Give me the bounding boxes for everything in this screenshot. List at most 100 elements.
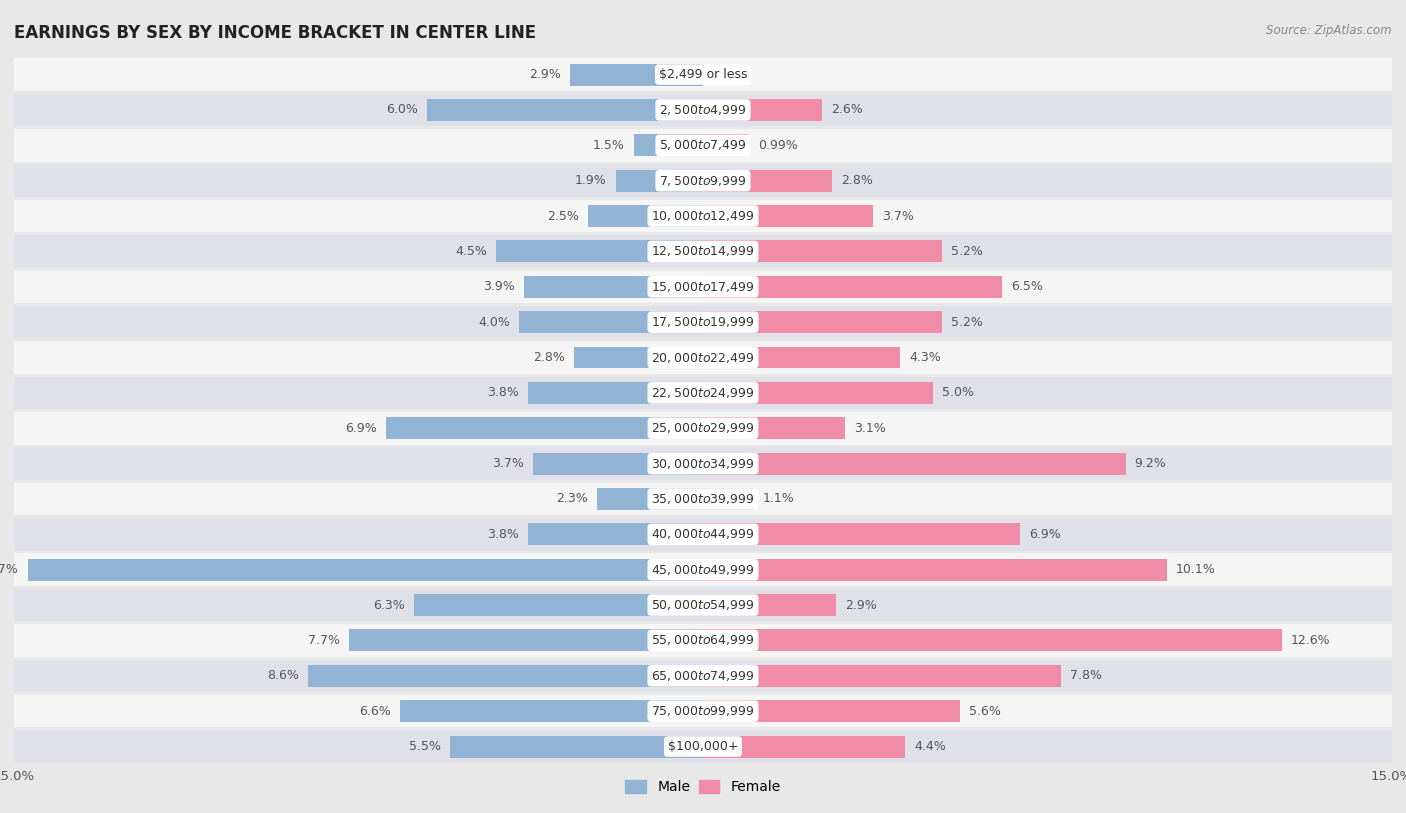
Text: 6.0%: 6.0%: [387, 103, 418, 116]
Bar: [14, 341, 1392, 374]
Bar: [588, 205, 703, 227]
Bar: [703, 311, 942, 333]
Bar: [524, 276, 703, 298]
Bar: [616, 170, 703, 192]
Text: 3.9%: 3.9%: [482, 280, 515, 293]
Text: 0.0%: 0.0%: [713, 68, 744, 81]
Bar: [14, 376, 1392, 409]
Bar: [703, 99, 823, 121]
Bar: [575, 346, 703, 368]
Text: 2.9%: 2.9%: [845, 598, 877, 611]
Bar: [703, 700, 960, 722]
Text: 4.3%: 4.3%: [910, 351, 942, 364]
Bar: [14, 164, 1392, 197]
Bar: [14, 93, 1392, 126]
Text: $50,000 to $54,999: $50,000 to $54,999: [651, 598, 755, 612]
Text: $35,000 to $39,999: $35,000 to $39,999: [651, 492, 755, 506]
Bar: [634, 134, 703, 156]
Text: $17,500 to $19,999: $17,500 to $19,999: [651, 315, 755, 329]
Bar: [703, 594, 837, 616]
Text: 7.7%: 7.7%: [308, 634, 340, 647]
Bar: [387, 417, 703, 439]
Text: Source: ZipAtlas.com: Source: ZipAtlas.com: [1267, 24, 1392, 37]
Bar: [14, 200, 1392, 233]
Text: 2.8%: 2.8%: [841, 174, 873, 187]
Text: 5.0%: 5.0%: [942, 386, 974, 399]
Text: 5.2%: 5.2%: [950, 245, 983, 258]
Bar: [427, 99, 703, 121]
Bar: [14, 589, 1392, 621]
Bar: [14, 235, 1392, 267]
Bar: [703, 170, 831, 192]
Text: 12.6%: 12.6%: [1291, 634, 1330, 647]
Text: 7.8%: 7.8%: [1070, 669, 1102, 682]
Bar: [703, 524, 1019, 546]
Text: 4.0%: 4.0%: [478, 315, 510, 328]
Text: $40,000 to $44,999: $40,000 to $44,999: [651, 528, 755, 541]
Bar: [529, 382, 703, 404]
Text: 3.1%: 3.1%: [855, 422, 886, 435]
Bar: [703, 559, 1167, 580]
Text: 10.1%: 10.1%: [1175, 563, 1216, 576]
Text: EARNINGS BY SEX BY INCOME BRACKET IN CENTER LINE: EARNINGS BY SEX BY INCOME BRACKET IN CEN…: [14, 24, 536, 42]
Bar: [14, 518, 1392, 550]
Bar: [569, 63, 703, 85]
Bar: [703, 346, 900, 368]
Bar: [413, 594, 703, 616]
Text: 0.99%: 0.99%: [758, 139, 797, 152]
Text: 6.9%: 6.9%: [344, 422, 377, 435]
Text: 1.9%: 1.9%: [575, 174, 606, 187]
Text: $45,000 to $49,999: $45,000 to $49,999: [651, 563, 755, 576]
Text: $65,000 to $74,999: $65,000 to $74,999: [651, 669, 755, 683]
Text: $25,000 to $29,999: $25,000 to $29,999: [651, 421, 755, 435]
Text: 5.2%: 5.2%: [950, 315, 983, 328]
Bar: [14, 483, 1392, 515]
Bar: [496, 241, 703, 263]
Text: 4.5%: 4.5%: [456, 245, 486, 258]
Text: 1.1%: 1.1%: [762, 493, 794, 506]
Text: 6.9%: 6.9%: [1029, 528, 1062, 541]
Text: $30,000 to $34,999: $30,000 to $34,999: [651, 457, 755, 471]
Text: $22,500 to $24,999: $22,500 to $24,999: [651, 386, 755, 400]
Bar: [703, 453, 1126, 475]
Text: 8.6%: 8.6%: [267, 669, 299, 682]
Bar: [14, 129, 1392, 162]
Text: 2.5%: 2.5%: [547, 210, 579, 223]
Bar: [703, 134, 748, 156]
Text: 3.8%: 3.8%: [488, 528, 519, 541]
Bar: [703, 241, 942, 263]
Bar: [703, 276, 1001, 298]
Bar: [529, 524, 703, 546]
Text: $12,500 to $14,999: $12,500 to $14,999: [651, 245, 755, 259]
Bar: [14, 695, 1392, 728]
Bar: [399, 700, 703, 722]
Bar: [349, 629, 703, 651]
Text: 14.7%: 14.7%: [0, 563, 18, 576]
Text: 5.6%: 5.6%: [969, 705, 1001, 718]
Bar: [598, 488, 703, 510]
Text: 3.7%: 3.7%: [882, 210, 914, 223]
Text: $2,500 to $4,999: $2,500 to $4,999: [659, 103, 747, 117]
Bar: [703, 417, 845, 439]
Text: 6.3%: 6.3%: [373, 598, 405, 611]
Text: 2.9%: 2.9%: [529, 68, 561, 81]
Text: 3.8%: 3.8%: [488, 386, 519, 399]
Text: $15,000 to $17,499: $15,000 to $17,499: [651, 280, 755, 293]
Text: 9.2%: 9.2%: [1135, 457, 1167, 470]
Text: 6.5%: 6.5%: [1011, 280, 1043, 293]
Text: $75,000 to $99,999: $75,000 to $99,999: [651, 704, 755, 718]
Text: 2.6%: 2.6%: [831, 103, 863, 116]
Bar: [14, 306, 1392, 338]
Bar: [703, 488, 754, 510]
Text: 6.6%: 6.6%: [359, 705, 391, 718]
Text: $55,000 to $64,999: $55,000 to $64,999: [651, 633, 755, 647]
Text: 4.4%: 4.4%: [914, 740, 946, 753]
Text: 2.3%: 2.3%: [557, 493, 588, 506]
Bar: [14, 554, 1392, 586]
Bar: [14, 59, 1392, 91]
Bar: [703, 629, 1282, 651]
Text: $2,499 or less: $2,499 or less: [659, 68, 747, 81]
Bar: [450, 736, 703, 758]
Text: 3.7%: 3.7%: [492, 457, 524, 470]
Bar: [703, 205, 873, 227]
